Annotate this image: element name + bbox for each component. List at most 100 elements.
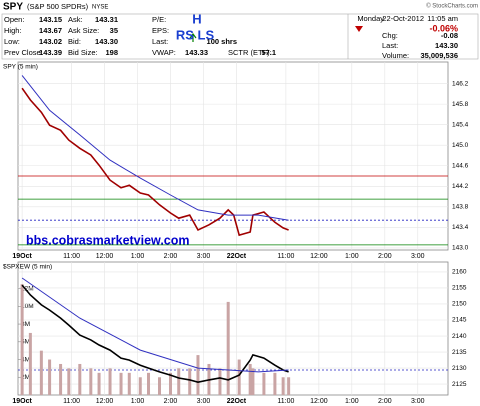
y-tick-label: 143.4 xyxy=(452,224,469,231)
y-tick-label: 6M xyxy=(21,339,30,346)
volume-bar xyxy=(108,368,112,395)
volume-bar xyxy=(168,372,172,395)
volume-bar xyxy=(138,377,142,395)
annotation: bbs.cobrasmarketview.com xyxy=(26,233,190,247)
volume-bar xyxy=(119,372,123,395)
annotation: RS LS xyxy=(176,27,215,42)
field-label: Ask Size: xyxy=(68,26,99,35)
field-value: 143.31 xyxy=(95,15,118,24)
field-value: 143.15 xyxy=(39,15,62,24)
x-tick-label: 3:00 xyxy=(411,398,425,405)
field-label: VWAP: xyxy=(152,48,176,57)
volume-bar xyxy=(127,372,131,395)
field-label: Chg: xyxy=(382,31,398,40)
field-label: Bid: xyxy=(68,37,81,46)
x-tick-label: 12:00 xyxy=(310,253,328,260)
volume-bar xyxy=(188,368,192,395)
volume-bar xyxy=(20,284,24,395)
volume-bar xyxy=(48,359,52,395)
volume-bar xyxy=(281,377,285,395)
y2-tick-label: 2160 xyxy=(452,269,467,276)
x-tick-label: 11:00 xyxy=(63,253,80,260)
y-tick-label: 144.6 xyxy=(452,162,469,169)
volume-bar xyxy=(177,368,181,395)
field-value: 100 shrs xyxy=(207,37,237,46)
x-tick-label: 2:00 xyxy=(378,398,392,405)
y-tick-label: 2M xyxy=(21,374,30,381)
volume-bar xyxy=(237,359,241,395)
volume-bar xyxy=(39,350,43,395)
field-label: P/E: xyxy=(152,15,166,24)
x-tick-label: 11:00 xyxy=(277,398,294,405)
x-tick-label: 2:00 xyxy=(164,253,178,260)
y-tick-label: 144.2 xyxy=(452,183,469,190)
x-tick-label: 3:00 xyxy=(197,398,211,405)
date-weekday: Monday xyxy=(357,14,384,23)
symbol: SPY xyxy=(3,2,23,13)
x-tick-label: 12:00 xyxy=(96,398,114,405)
y-tick-label: 145.4 xyxy=(452,121,469,128)
x-tick-label: 1:00 xyxy=(345,398,359,405)
field-value: 143.67 xyxy=(39,26,62,35)
y2-tick-label: 2145 xyxy=(452,317,467,324)
field-label: SCTR (ETF): xyxy=(228,48,272,57)
field-label: Last: xyxy=(152,37,168,46)
field-value: 35 xyxy=(110,26,118,35)
x-tick-label: 1:00 xyxy=(131,398,145,405)
y2-tick-label: 2140 xyxy=(452,333,467,340)
volume-bar xyxy=(196,355,200,395)
exchange: NYSE xyxy=(92,5,108,11)
y-tick-label: 143.8 xyxy=(452,204,469,211)
y-tick-label: 8M xyxy=(21,321,30,328)
field-label: EPS: xyxy=(152,26,169,35)
y-tick-label: 146.2 xyxy=(452,80,469,87)
y-tick-label: 4M xyxy=(21,356,30,363)
field-value: 35,009,536 xyxy=(420,51,458,60)
x-tick-label: 1:00 xyxy=(131,253,145,260)
field-label: Bid Size: xyxy=(68,48,98,57)
field-value: 57.1 xyxy=(261,48,276,57)
field-value: 198 xyxy=(105,48,118,57)
x-tick-label: 12:00 xyxy=(310,398,328,405)
field-value: 143.30 xyxy=(435,41,458,50)
y2-tick-label: 2125 xyxy=(452,381,467,388)
volume-bar xyxy=(59,363,63,395)
x-tick-label: 3:00 xyxy=(411,253,425,260)
volume-bar xyxy=(147,372,151,395)
down-arrow xyxy=(355,26,363,32)
volume-bar xyxy=(97,372,101,395)
plot-area xyxy=(17,61,449,251)
y-tick-label: 145.0 xyxy=(452,142,469,149)
x-tick-label: 1:00 xyxy=(345,253,359,260)
annotation: H xyxy=(192,11,201,26)
change-pct: -0.06% xyxy=(429,23,458,33)
field-label: Ask: xyxy=(68,15,83,24)
volume-bar xyxy=(78,363,82,395)
x-tick-label: 2:00 xyxy=(378,253,392,260)
series-line xyxy=(21,284,289,384)
volume-bar xyxy=(89,368,93,395)
volume-bar xyxy=(248,363,252,395)
field-value: -0.08 xyxy=(441,31,458,40)
symbol-name: (S&P 500 SPDRs) xyxy=(27,2,89,11)
plot-area xyxy=(17,261,449,396)
y-tick-label: 143.0 xyxy=(452,245,469,252)
volume-bar xyxy=(251,368,255,395)
field-label: Prev Close: xyxy=(4,48,43,57)
x-tick-label: 11:00 xyxy=(63,398,80,405)
field-value: 143.30 xyxy=(95,37,118,46)
x-tick-label: 19Oct xyxy=(12,398,32,405)
field-value: 143.39 xyxy=(39,48,62,57)
series-line xyxy=(21,87,289,237)
time: 11:05 am xyxy=(427,14,458,23)
field-label: Last: xyxy=(382,41,398,50)
x-tick-label: 12:00 xyxy=(96,253,114,260)
field-label: Low: xyxy=(4,37,20,46)
x-tick-label: 2:00 xyxy=(164,398,178,405)
volume-bar xyxy=(262,372,266,395)
panel-title: SPY (5 min) xyxy=(3,64,38,71)
y2-tick-label: 2135 xyxy=(452,349,467,356)
y-tick-label: 10M xyxy=(21,303,34,310)
series-line xyxy=(21,75,289,221)
